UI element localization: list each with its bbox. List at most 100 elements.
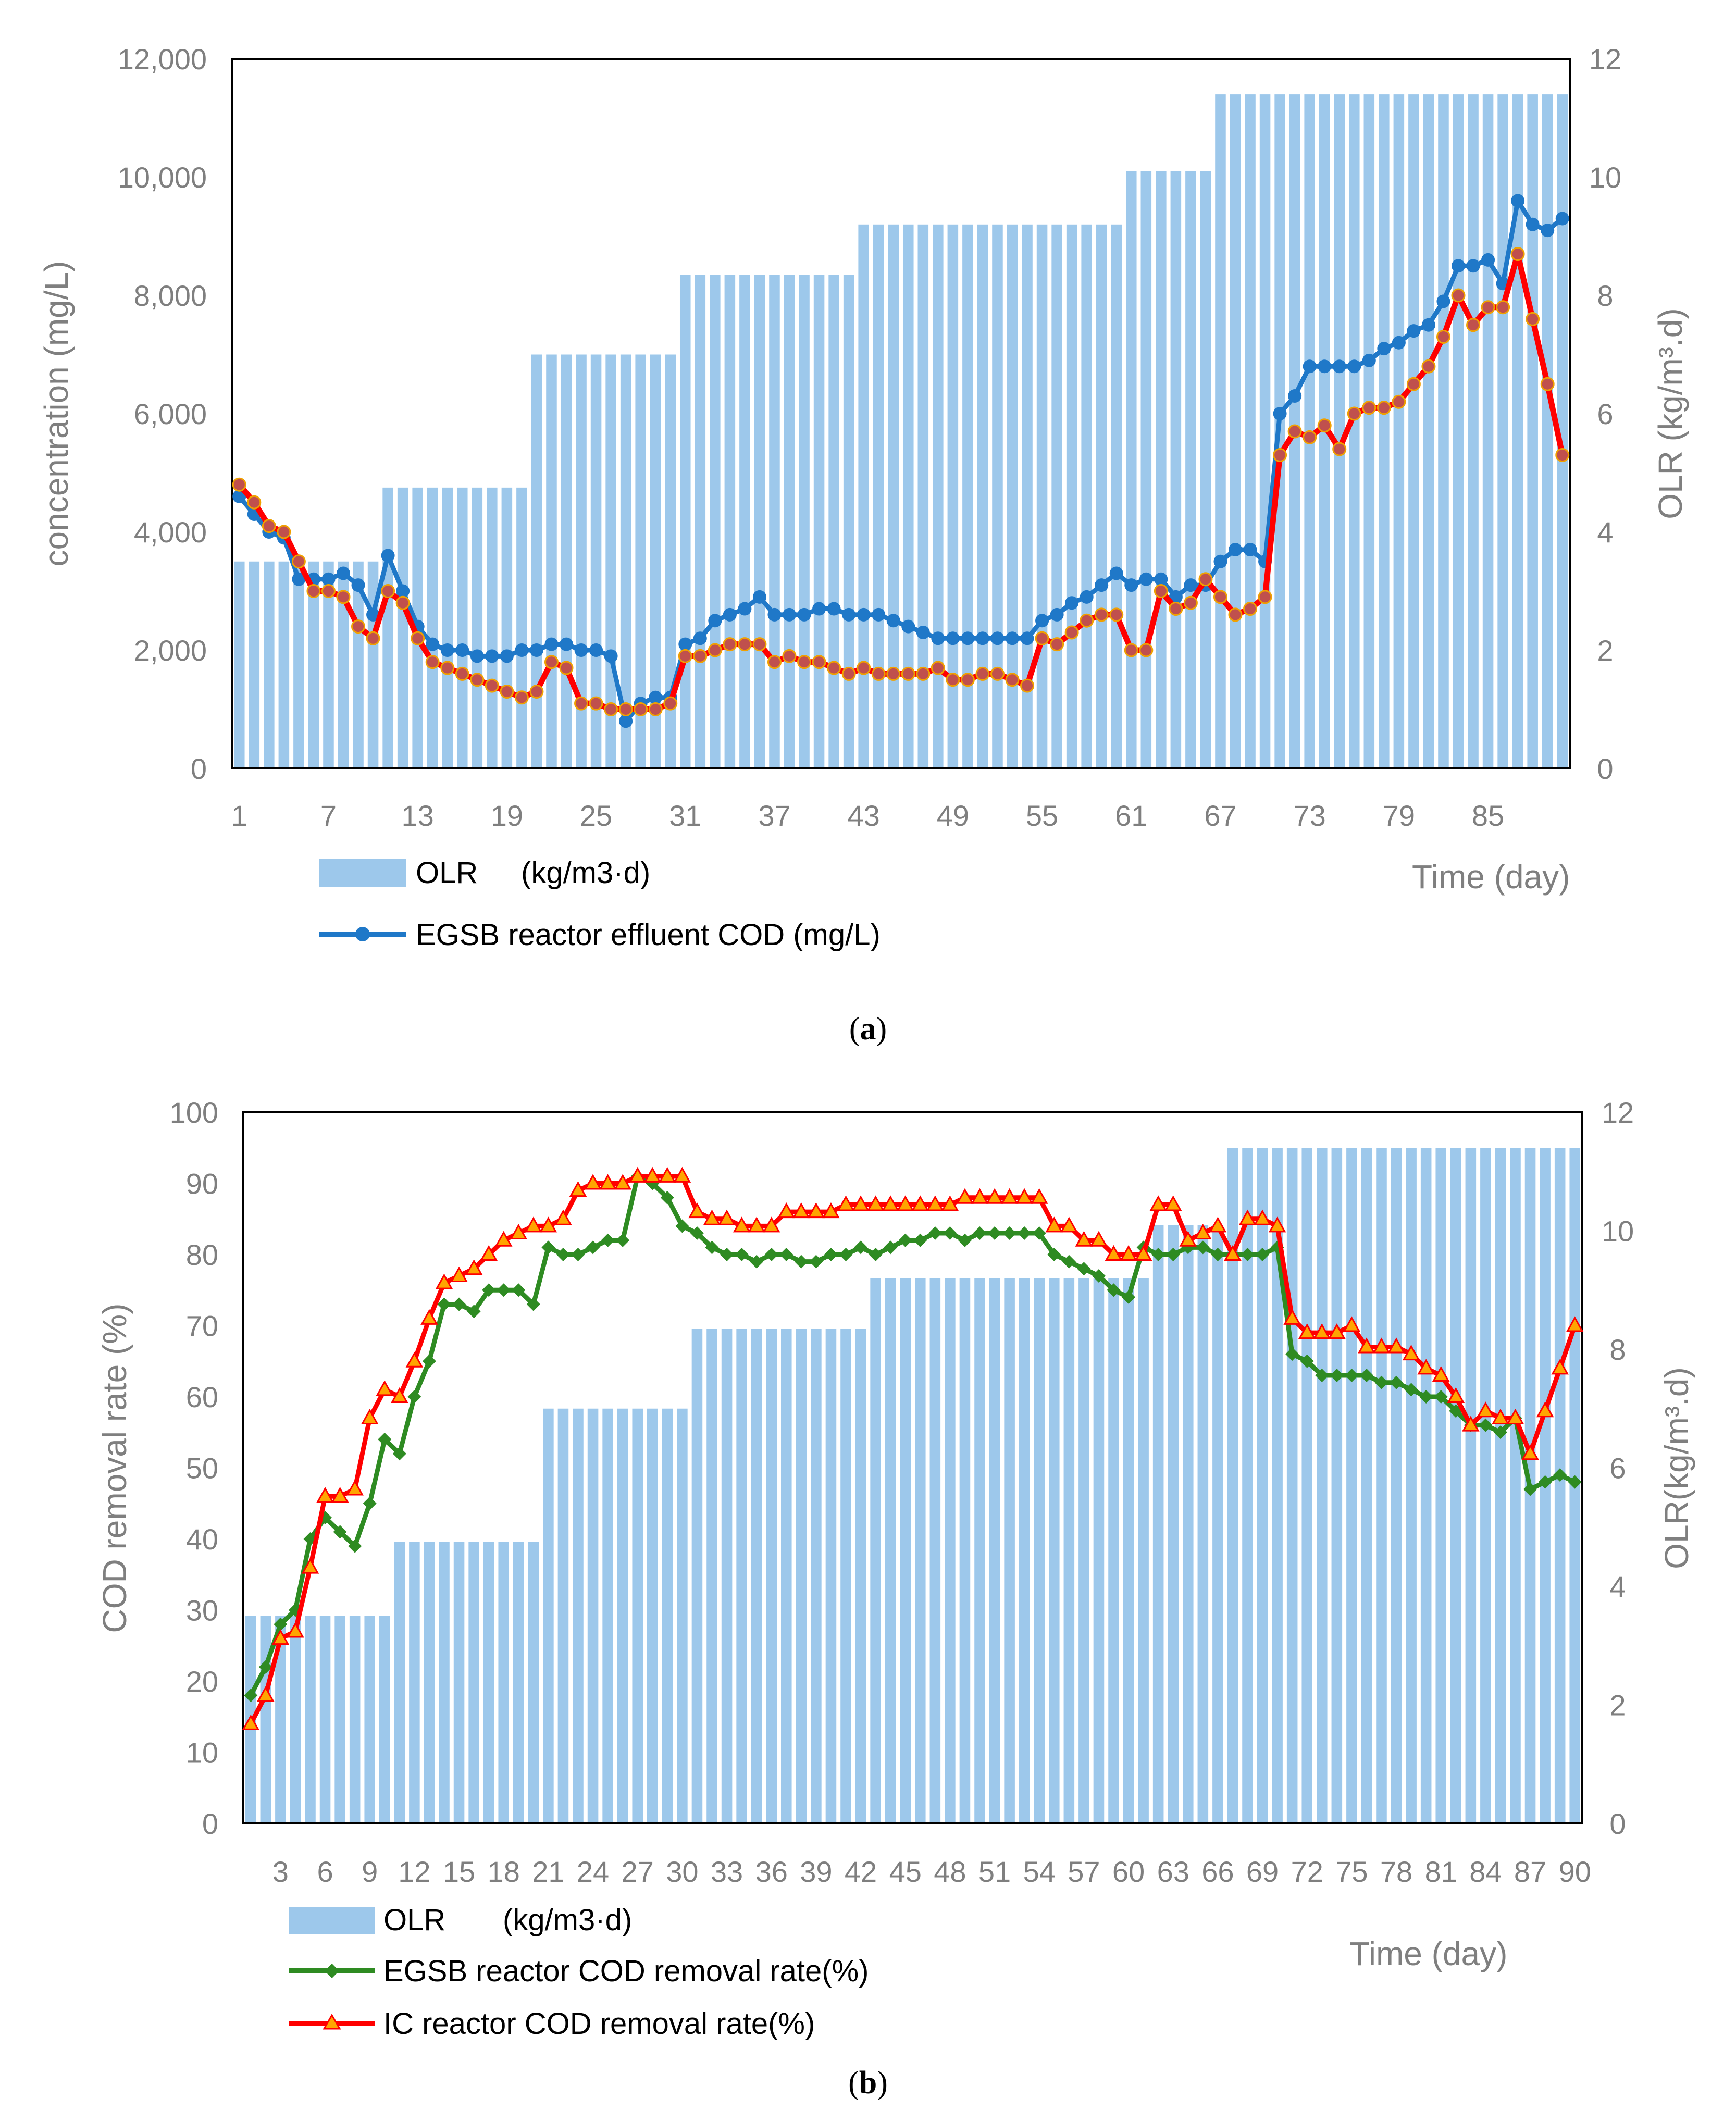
ic-removal-point (822, 1202, 840, 1219)
egsb-effluent-point (842, 607, 856, 622)
egsb-effluent-point (1095, 578, 1109, 592)
x-tick-label: 55 (1026, 799, 1058, 832)
olr-bar (632, 1408, 643, 1823)
ic-effluent-point (1303, 430, 1317, 444)
egsb-effluent-point (886, 614, 900, 628)
egsb-effluent-point (693, 631, 707, 645)
series-lines-b (242, 1166, 1584, 1730)
egsb-removal-point (392, 1447, 406, 1461)
y-tick-label: 0 (202, 1807, 218, 1840)
y2-axis-title-b: OLR(kg/m³.d) (1658, 1367, 1695, 1569)
ic-effluent-point (1094, 607, 1109, 622)
olr-bar (1450, 1148, 1461, 1823)
ic-effluent-point (634, 702, 648, 716)
egsb-removal-point (1345, 1369, 1359, 1383)
ic-removal-point (584, 1174, 602, 1190)
egsb-effluent-point (1213, 554, 1227, 568)
ic-removal-point (614, 1174, 631, 1190)
egsb-effluent-point (470, 649, 484, 663)
olr-bar (1125, 171, 1137, 768)
olr-bar (1257, 1148, 1268, 1823)
x-tick-label: 61 (1115, 799, 1147, 832)
olr-bar (264, 561, 275, 768)
olr-bar (888, 224, 899, 768)
olr-bar (487, 487, 498, 768)
olr-bar (1007, 224, 1018, 768)
olr-bar (780, 1329, 792, 1823)
olr-bar (992, 224, 1003, 768)
olr-bar (602, 1408, 613, 1823)
egsb-effluent-point (1109, 566, 1123, 580)
egsb-removal-point (1002, 1226, 1016, 1240)
olr-bar (706, 1329, 717, 1823)
olr-bar (1391, 1148, 1402, 1823)
egsb-effluent-point (872, 607, 886, 622)
y-axis-ticks-a: 0 2,000 4,000 6,000 8,000 10,000 12,000 (118, 43, 207, 785)
ic-effluent-point (395, 595, 410, 610)
olr-bar (338, 561, 349, 768)
ic-effluent-point (247, 495, 262, 510)
caption-b: (b) (848, 2065, 888, 2101)
x-tick-label: 54 (1023, 1855, 1056, 1888)
egsb-effluent-point (1273, 407, 1287, 420)
ic-removal-point (1462, 1416, 1480, 1432)
x-tick-label: 7 (320, 799, 337, 832)
ic-removal-point (1551, 1359, 1569, 1375)
egsb-effluent-point (574, 643, 588, 657)
ic-effluent-point (589, 696, 603, 711)
olr-bar (1004, 1278, 1015, 1823)
legend-label-egsb-b: EGSB reactor COD removal rate(%) (383, 1954, 869, 1988)
egsb-effluent-point (678, 637, 692, 651)
ic-removal-point (271, 1629, 290, 1645)
egsb-effluent-point (1347, 359, 1361, 374)
egsb-removal-point (526, 1297, 540, 1311)
x-tick-label: 37 (758, 799, 790, 832)
ic-effluent-point (485, 678, 499, 693)
y2-tick-label: 6 (1609, 1452, 1626, 1485)
egsb-effluent-point (1466, 259, 1480, 273)
egsb-effluent-point (990, 631, 1005, 645)
egsb-removal-point (779, 1248, 793, 1261)
olr-bar (576, 354, 587, 768)
y-tick-label: 100 (170, 1096, 218, 1129)
olr-bar (275, 1616, 286, 1823)
olr-bar (1361, 1148, 1372, 1823)
olr-bar (635, 354, 646, 768)
olr-bar (290, 1616, 301, 1823)
egsb-removal-point (1211, 1248, 1225, 1261)
olr-bar (721, 1329, 733, 1823)
olr-bar (1197, 1225, 1209, 1823)
olr-bar (828, 275, 839, 768)
egsb-effluent-point (1184, 578, 1198, 592)
olr-bar (472, 487, 483, 768)
ic-effluent-point (1406, 377, 1421, 391)
ic-removal-point (777, 1202, 796, 1219)
ic-removal-point (480, 1245, 498, 1261)
y2-tick-label: 2 (1609, 1689, 1626, 1722)
olr-bar (1227, 1148, 1238, 1823)
olr-bar (1542, 94, 1553, 769)
ic-effluent-point (693, 649, 708, 663)
olr-bar (1152, 1225, 1164, 1823)
ic-effluent-point (1273, 448, 1287, 462)
y2-tick-label: 10 (1602, 1215, 1634, 1248)
olr-bar (1034, 1278, 1045, 1823)
egsb-removal-point (407, 1390, 421, 1404)
ic-effluent-point (1035, 631, 1049, 645)
egsb-effluent-point (1407, 324, 1421, 338)
olr-bar (1048, 1278, 1060, 1823)
y-tick-label: 70 (186, 1310, 218, 1343)
ic-effluent-point (1287, 424, 1302, 439)
olr-bar (989, 1278, 1000, 1823)
ic-removal-point (1417, 1359, 1435, 1375)
olr-bar (323, 561, 334, 768)
x-tick-label: 67 (1204, 799, 1236, 832)
ic-effluent-point (975, 666, 990, 681)
olr-bar (1554, 1148, 1566, 1823)
egsb-effluent-point (1332, 359, 1346, 374)
x-tick-label: 90 (1559, 1855, 1591, 1888)
ic-effluent-point (767, 655, 782, 669)
olr-bar (293, 561, 304, 768)
egsb-removal-point (1300, 1354, 1314, 1368)
ic-removal-point (242, 1714, 260, 1730)
